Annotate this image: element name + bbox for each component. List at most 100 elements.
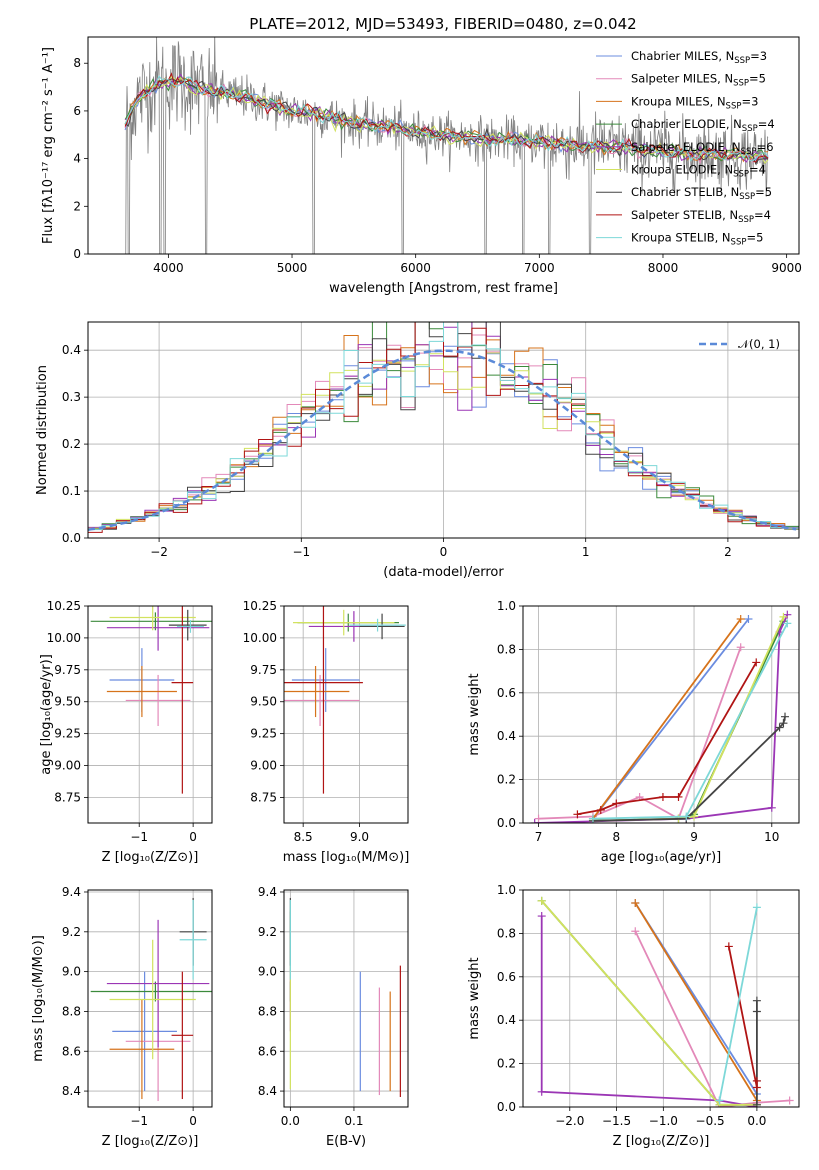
plot-area-spectrum — [124, 37, 769, 254]
weight-marker — [767, 803, 776, 812]
x-tick-label: −2 — [150, 545, 168, 559]
legend-label: Chabrier STELIB, NSSP=5 — [631, 185, 772, 202]
plot-area-weight_vs_Z — [537, 896, 794, 1107]
y-tick-label: 9.75 — [250, 663, 277, 677]
weight-marker — [752, 996, 761, 1005]
axes-frame — [522, 889, 800, 1108]
y-tick-label: 9.0 — [258, 965, 277, 979]
y-tick-label: 0.8 — [497, 926, 516, 940]
y-axis-label: mass weight — [467, 957, 482, 1039]
x-tick-label: −0.5 — [696, 1114, 725, 1128]
weight-marker — [534, 814, 543, 823]
y-tick-label: 6 — [73, 104, 81, 118]
normal-reference-curve — [88, 349, 797, 532]
x-tick-label: 8000 — [648, 261, 679, 275]
weight-marker — [779, 612, 788, 621]
x-tick-label: 0.0 — [747, 1114, 766, 1128]
x-tick-label: 7 — [535, 830, 543, 844]
x-tick-label: −1 — [130, 830, 148, 844]
legend-label: Chabrier ELODIE, NSSP=4 — [631, 117, 775, 134]
y-tick-label: 9.2 — [62, 925, 81, 939]
x-axis-label: Z [log₁₀(Z/Z⊙)] — [102, 850, 199, 865]
y-tick-label: 0.0 — [497, 816, 516, 830]
y-tick-label: 8.75 — [54, 790, 81, 804]
y-tick-label: 10.25 — [47, 599, 81, 613]
y-tick-label: 10.25 — [243, 599, 277, 613]
legend-label: Kroupa MILES, NSSP=3 — [631, 94, 758, 111]
y-tick-label: 0.2 — [497, 773, 516, 787]
weight-marker — [537, 912, 546, 921]
y-tick-label: 9.4 — [62, 885, 81, 899]
weight-line — [577, 661, 757, 816]
weight-line — [718, 907, 758, 1101]
x-tick-label: 8 — [612, 830, 620, 844]
y-tick-label: 9.50 — [250, 695, 277, 709]
plot-layer: 4000 5000 6000 7000 8000 900002468wavelength … — [31, 36, 802, 1149]
x-tick-label: 4000 — [153, 261, 184, 275]
weight-line — [634, 902, 758, 1101]
weight-marker — [783, 619, 792, 628]
plot-area-weight_vs_age — [530, 610, 792, 823]
histogram-step — [88, 334, 799, 530]
y-tick-label: 9.4 — [258, 885, 277, 899]
observed-spectrum-line — [125, 37, 769, 254]
axes-frame — [87, 889, 213, 1108]
axes-age_vs_mass: 8.5 9.0 8.75 9.00 9.25 9.50 9.75 10.00 10.25 mass… — [243, 599, 410, 865]
axes-frame — [87, 321, 800, 539]
y-tick-label: 8.4 — [258, 1084, 277, 1098]
x-tick-label: 5000 — [277, 261, 308, 275]
weight-marker — [530, 819, 539, 823]
weight-marker — [736, 643, 745, 652]
axes-frame — [87, 605, 213, 824]
x-tick-label: 9000 — [771, 261, 802, 275]
axes-frame — [87, 36, 800, 255]
plot-area-mass_vs_EBV — [289, 897, 401, 1098]
axes-frame — [283, 605, 409, 824]
weight-marker — [752, 1100, 761, 1107]
weight-marker — [744, 615, 753, 624]
axes-spectrum: 4000 5000 6000 7000 8000 9000 0 2 4 6 8 wavelength … — [41, 36, 802, 296]
x-tick-label: 7000 — [524, 261, 555, 275]
weight-marker — [715, 1096, 724, 1105]
y-tick-label: 9.00 — [54, 759, 81, 773]
x-tick-label: −1 — [130, 1114, 148, 1128]
weight-line — [592, 618, 750, 820]
y-axis-label: age [log₁₀(age/yr)] — [39, 654, 54, 775]
x-tick-label: 9 — [690, 830, 698, 844]
y-tick-label: 9.25 — [54, 727, 81, 741]
x-tick-label: 0 — [189, 830, 197, 844]
x-axis-label: (data-model)/error — [383, 565, 504, 580]
weight-marker — [752, 1007, 761, 1016]
weight-marker — [682, 812, 691, 821]
y-tick-label: 8 — [73, 56, 81, 70]
y-tick-label: 0.0 — [62, 531, 81, 545]
x-tick-label: −1.5 — [602, 1114, 631, 1128]
weight-marker — [588, 814, 597, 823]
weight-marker — [537, 1087, 546, 1096]
legend-label: Salpeter STELIB, NSSP=4 — [631, 208, 771, 225]
weight-marker — [631, 927, 640, 936]
y-tick-label: 8.6 — [258, 1044, 277, 1058]
weight-marker — [690, 812, 699, 821]
axes-weight_vs_age: 7 8 9 10 0.0 0.2 0.4 0.6 0.8 1.0 age [log₁₀(age/yr… — [467, 599, 800, 865]
weight-marker — [596, 805, 605, 814]
weight-marker — [573, 810, 582, 819]
x-tick-label: 10 — [764, 830, 779, 844]
y-tick-label: 0.6 — [497, 686, 516, 700]
y-tick-label: 8.75 — [250, 790, 277, 804]
y-tick-label: 1.0 — [497, 599, 516, 613]
figure-title: PLATE=2012, MJD=53493, FIBERID=0480, z=0… — [249, 15, 636, 33]
x-tick-label: −1 — [292, 545, 310, 559]
weight-marker — [674, 792, 683, 801]
axes-weight_vs_Z: −2.0 −1.5 −1.0 −0.5 0.0 0.0 0.2 0.4 0.6 0.8 1.0 Z [… — [467, 883, 800, 1149]
x-tick-label: 8.5 — [294, 830, 313, 844]
y-tick-label: 0 — [73, 247, 81, 261]
x-axis-label: mass [log₁₀(M/M⊙)] — [283, 850, 410, 865]
x-axis-label: age [log₁₀(age/yr)] — [601, 850, 722, 865]
axes-frame — [283, 889, 409, 1108]
y-tick-label: 1.0 — [497, 883, 516, 897]
x-tick-label: 2 — [724, 545, 732, 559]
legend-label: Salpeter ELODIE, NSSP=6 — [631, 140, 774, 157]
